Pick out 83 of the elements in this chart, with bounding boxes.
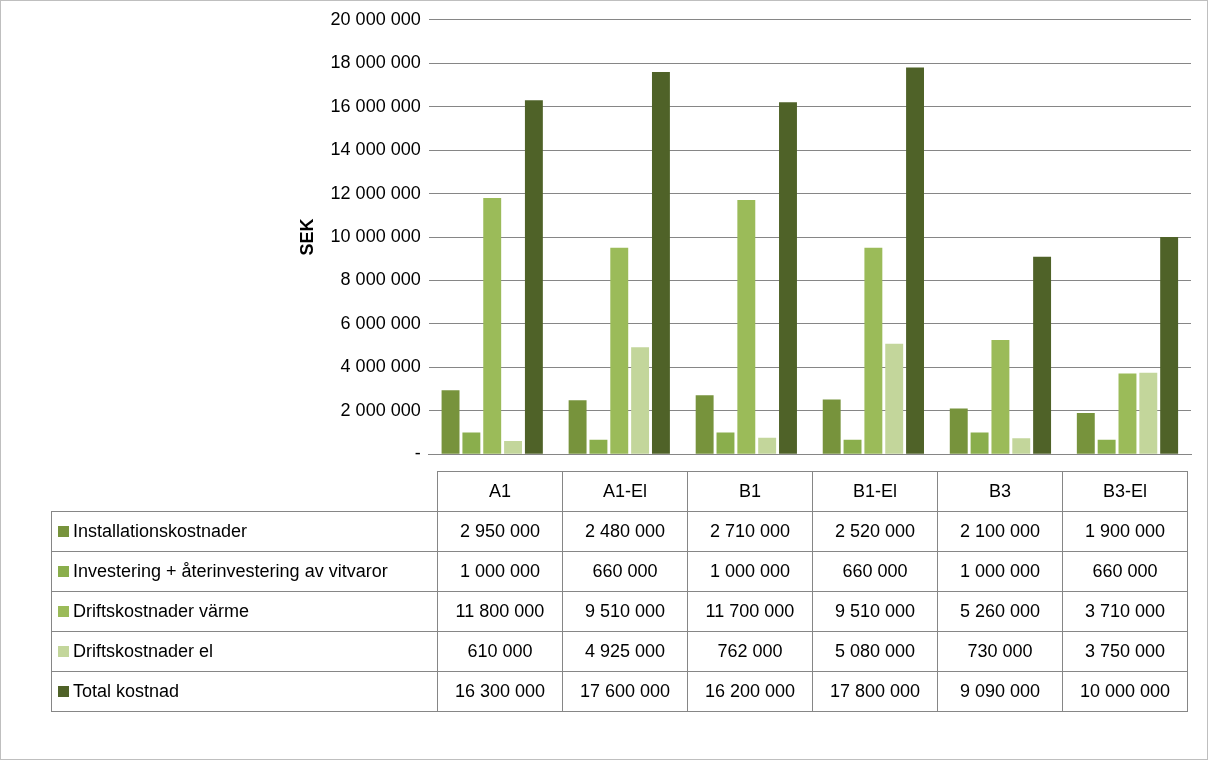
- bar: [483, 197, 502, 454]
- bar: [1033, 256, 1052, 454]
- data-label: 660 000: [1062, 551, 1188, 592]
- bar: [631, 347, 650, 454]
- data-label: 4 925 000: [562, 631, 688, 672]
- data-label: 730 000: [937, 631, 1063, 672]
- bar: [1076, 412, 1095, 454]
- bar: [737, 200, 756, 454]
- y-tick-label: 18 000 000: [330, 52, 421, 73]
- data-label: 660 000: [812, 551, 938, 592]
- bar: [906, 67, 924, 454]
- bar: [970, 432, 989, 454]
- data-label: 1 000 000: [687, 551, 813, 592]
- data-label: 762 000: [687, 631, 813, 672]
- legend-label: Total kostnad: [51, 671, 438, 712]
- x-tick-label: A1-El: [562, 471, 688, 512]
- data-label: 2 480 000: [562, 511, 688, 552]
- data-label: 16 300 000: [437, 671, 563, 712]
- y-tick-label: 8 000 000: [340, 269, 421, 290]
- data-label: 9 510 000: [562, 591, 688, 632]
- bar: [589, 439, 608, 454]
- bar: [779, 102, 797, 454]
- bar: [462, 432, 481, 454]
- bar: [1012, 438, 1031, 454]
- legend-label: Installationskostnader: [51, 511, 438, 552]
- bar: [716, 432, 735, 454]
- data-label: 610 000: [437, 631, 563, 672]
- data-label: 2 100 000: [937, 511, 1063, 552]
- data-label: 2 520 000: [812, 511, 938, 552]
- bar: [568, 400, 587, 454]
- x-tick-label: B3-El: [1062, 471, 1188, 512]
- data-label: 17 600 000: [562, 671, 688, 712]
- data-label: 11 800 000: [437, 591, 563, 632]
- y-axis-title: SEK: [296, 218, 317, 256]
- y-tick-label: 6 000 000: [340, 312, 421, 333]
- bar: [885, 343, 904, 454]
- data-label: 2 710 000: [687, 511, 813, 552]
- bar: [610, 247, 629, 454]
- y-tick-label: 2 000 000: [340, 399, 421, 420]
- data-label: 1 000 000: [937, 551, 1063, 592]
- bar: [1139, 372, 1158, 454]
- bar: [1097, 439, 1116, 454]
- data-label: 9 090 000: [937, 671, 1063, 712]
- x-tick-label: B1: [687, 471, 813, 512]
- bar: [441, 390, 460, 454]
- y-tick-label: -: [414, 443, 421, 464]
- data-label: 10 000 000: [1062, 671, 1188, 712]
- bar: [758, 437, 777, 454]
- bar: [991, 339, 1010, 454]
- y-tick-label: 20 000 000: [330, 8, 421, 29]
- bar: [949, 408, 968, 454]
- data-label: 5 080 000: [812, 631, 938, 672]
- x-tick-label: B1-El: [812, 471, 938, 512]
- data-label: 16 200 000: [687, 671, 813, 712]
- data-label: 660 000: [562, 551, 688, 592]
- x-tick-label: B3: [937, 471, 1063, 512]
- bar: [1118, 373, 1137, 454]
- legend-label: Driftskostnader värme: [51, 591, 438, 632]
- bar: [524, 100, 543, 454]
- y-tick-label: 4 000 000: [340, 356, 421, 377]
- data-label: 3 750 000: [1062, 631, 1188, 672]
- legend-label: Investering + återinvestering av vitvaror: [51, 551, 438, 592]
- x-tick-label: A1: [437, 471, 563, 512]
- data-label: 17 800 000: [812, 671, 938, 712]
- y-tick-label: 16 000 000: [330, 95, 421, 116]
- bar: [1160, 237, 1179, 454]
- data-label: 3 710 000: [1062, 591, 1188, 632]
- y-tick-label: 14 000 000: [330, 139, 421, 160]
- data-label: 5 260 000: [937, 591, 1063, 632]
- bar: [695, 395, 714, 454]
- bar: [843, 439, 862, 454]
- bar: [864, 247, 883, 454]
- data-label: 9 510 000: [812, 591, 938, 632]
- data-label: 1 900 000: [1062, 511, 1188, 552]
- bar: [822, 399, 841, 454]
- y-tick-label: 12 000 000: [330, 182, 421, 203]
- bar: [651, 71, 670, 454]
- data-label: 1 000 000: [437, 551, 563, 592]
- legend-label: Driftskostnader el: [51, 631, 438, 672]
- bar: [504, 440, 523, 454]
- data-label: 11 700 000: [687, 591, 813, 632]
- data-label: 2 950 000: [437, 511, 563, 552]
- y-tick-label: 10 000 000: [330, 225, 421, 246]
